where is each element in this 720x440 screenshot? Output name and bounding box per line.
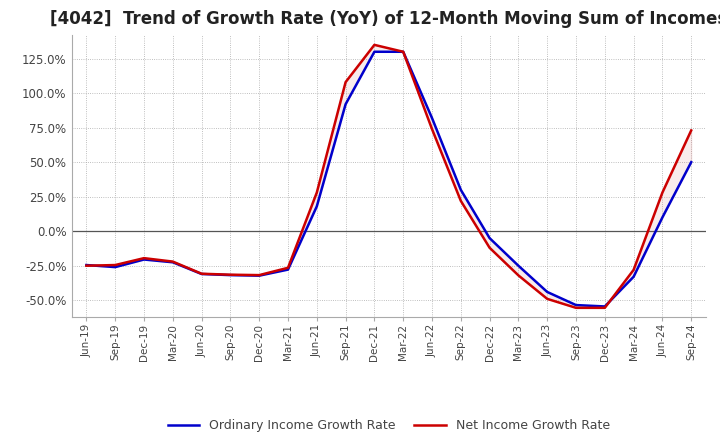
Net Income Growth Rate [82,263,91,268]
Net Income Growth Rate [428,126,436,132]
Ordinary Income Growth Rate [140,257,148,262]
Ordinary Income Growth Rate [111,264,120,270]
Ordinary Income Growth Rate [312,204,321,209]
Net Income Growth Rate [312,190,321,195]
Ordinary Income Growth Rate [255,273,264,279]
Ordinary Income Growth Rate [284,267,292,272]
Net Income Growth Rate [370,42,379,48]
Net Income Growth Rate [687,128,696,133]
Net Income Growth Rate [629,267,638,272]
Ordinary Income Growth Rate [514,263,523,268]
Net Income Growth Rate [543,296,552,301]
Net Income Growth Rate [111,262,120,268]
Ordinary Income Growth Rate [543,290,552,295]
Net Income Growth Rate [456,198,465,203]
Net Income Growth Rate [168,259,177,264]
Ordinary Income Growth Rate [197,271,206,277]
Net Income Growth Rate [226,272,235,277]
Ordinary Income Growth Rate [168,260,177,265]
Ordinary Income Growth Rate [82,262,91,268]
Line: Net Income Growth Rate: Net Income Growth Rate [86,45,691,308]
Net Income Growth Rate [341,80,350,85]
Net Income Growth Rate [658,190,667,195]
Net Income Growth Rate [284,265,292,271]
Net Income Growth Rate [255,272,264,278]
Net Income Growth Rate [514,273,523,278]
Line: Ordinary Income Growth Rate: Ordinary Income Growth Rate [86,52,691,306]
Legend: Ordinary Income Growth Rate, Net Income Growth Rate: Ordinary Income Growth Rate, Net Income … [163,414,615,437]
Net Income Growth Rate [140,256,148,261]
Title: [4042]  Trend of Growth Rate (YoY) of 12-Month Moving Sum of Incomes: [4042] Trend of Growth Rate (YoY) of 12-… [50,10,720,28]
Net Income Growth Rate [600,305,609,311]
Ordinary Income Growth Rate [629,274,638,279]
Ordinary Income Growth Rate [399,49,408,55]
Ordinary Income Growth Rate [600,304,609,309]
Ordinary Income Growth Rate [428,115,436,121]
Ordinary Income Growth Rate [572,302,580,308]
Net Income Growth Rate [399,49,408,55]
Ordinary Income Growth Rate [658,215,667,220]
Ordinary Income Growth Rate [341,102,350,107]
Ordinary Income Growth Rate [456,187,465,192]
Net Income Growth Rate [197,271,206,276]
Ordinary Income Growth Rate [485,235,494,241]
Ordinary Income Growth Rate [370,49,379,55]
Ordinary Income Growth Rate [226,272,235,278]
Net Income Growth Rate [485,245,494,250]
Ordinary Income Growth Rate [687,160,696,165]
Net Income Growth Rate [572,305,580,311]
